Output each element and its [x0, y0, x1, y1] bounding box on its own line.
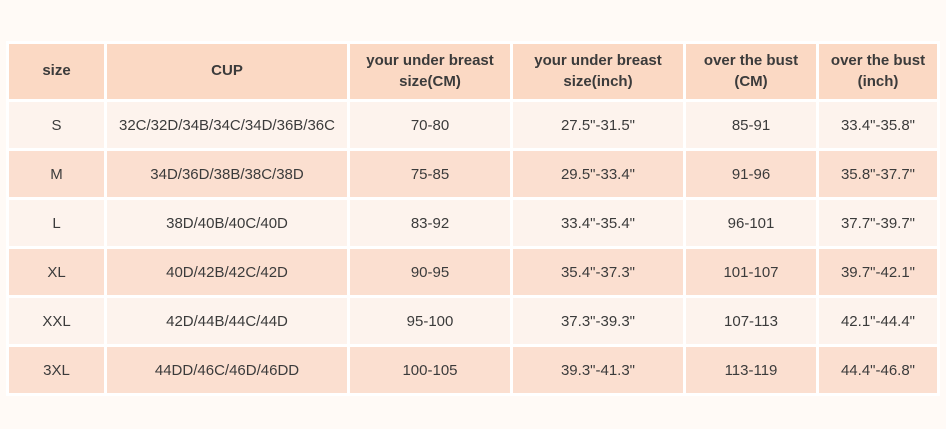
cell-overbust-cm: 91-96 [686, 151, 816, 197]
table-row-xl: XL 40D/42B/42C/42D 90-95 35.4"-37.3" 101… [9, 249, 937, 295]
cell-size: L [9, 200, 104, 246]
header-cell-underbreast-inch: your under breast size(inch) [513, 44, 683, 99]
cell-overbust-cm: 96-101 [686, 200, 816, 246]
cell-underbreast-cm: 83-92 [350, 200, 510, 246]
header-cell-underbreast-cm: your under breast size(CM) [350, 44, 510, 99]
cell-overbust-cm: 101-107 [686, 249, 816, 295]
cell-underbreast-inch: 37.3"-39.3" [513, 298, 683, 344]
table-row-l: L 38D/40B/40C/40D 83-92 33.4"-35.4" 96-1… [9, 200, 937, 246]
header-cell-overbust-inch: over the bust (inch) [819, 44, 937, 99]
cell-overbust-inch: 33.4"-35.8" [819, 102, 937, 148]
cell-size: M [9, 151, 104, 197]
cell-cup: 34D/36D/38B/38C/38D [107, 151, 347, 197]
cell-overbust-inch: 37.7"-39.7" [819, 200, 937, 246]
cell-overbust-cm: 113-119 [686, 347, 816, 393]
cell-cup: 44DD/46C/46D/46DD [107, 347, 347, 393]
cell-underbreast-cm: 90-95 [350, 249, 510, 295]
cell-overbust-cm: 85-91 [686, 102, 816, 148]
header-cell-cup: CUP [107, 44, 347, 99]
header-row: size CUP your under breast size(CM) your… [9, 44, 937, 99]
cell-underbreast-inch: 27.5"-31.5" [513, 102, 683, 148]
cell-underbreast-cm: 100-105 [350, 347, 510, 393]
cell-underbreast-cm: 75-85 [350, 151, 510, 197]
cell-underbreast-cm: 95-100 [350, 298, 510, 344]
cell-cup: 38D/40B/40C/40D [107, 200, 347, 246]
table-row-3xl: 3XL 44DD/46C/46D/46DD 100-105 39.3"-41.3… [9, 347, 937, 393]
header-cell-overbust-cm: over the bust (CM) [686, 44, 816, 99]
cell-cup: 32C/32D/34B/34C/34D/36B/36C [107, 102, 347, 148]
cell-size: 3XL [9, 347, 104, 393]
size-chart-table: size CUP your under breast size(CM) your… [6, 41, 940, 396]
table-row-s: S 32C/32D/34B/34C/34D/36B/36C 70-80 27.5… [9, 102, 937, 148]
cell-overbust-inch: 39.7"-42.1" [819, 249, 937, 295]
cell-cup: 40D/42B/42C/42D [107, 249, 347, 295]
cell-cup: 42D/44B/44C/44D [107, 298, 347, 344]
cell-size: XL [9, 249, 104, 295]
cell-size: XXL [9, 298, 104, 344]
cell-overbust-inch: 42.1"-44.4" [819, 298, 937, 344]
cell-underbreast-inch: 35.4"-37.3" [513, 249, 683, 295]
cell-overbust-inch: 35.8"-37.7" [819, 151, 937, 197]
cell-underbreast-inch: 39.3"-41.3" [513, 347, 683, 393]
table-row-m: M 34D/36D/38B/38C/38D 75-85 29.5"-33.4" … [9, 151, 937, 197]
header-cell-size: size [9, 44, 104, 99]
cell-overbust-inch: 44.4"-46.8" [819, 347, 937, 393]
table-row-xxl: XXL 42D/44B/44C/44D 95-100 37.3"-39.3" 1… [9, 298, 937, 344]
cell-underbreast-cm: 70-80 [350, 102, 510, 148]
cell-overbust-cm: 107-113 [686, 298, 816, 344]
cell-size: S [9, 102, 104, 148]
cell-underbreast-inch: 33.4"-35.4" [513, 200, 683, 246]
cell-underbreast-inch: 29.5"-33.4" [513, 151, 683, 197]
